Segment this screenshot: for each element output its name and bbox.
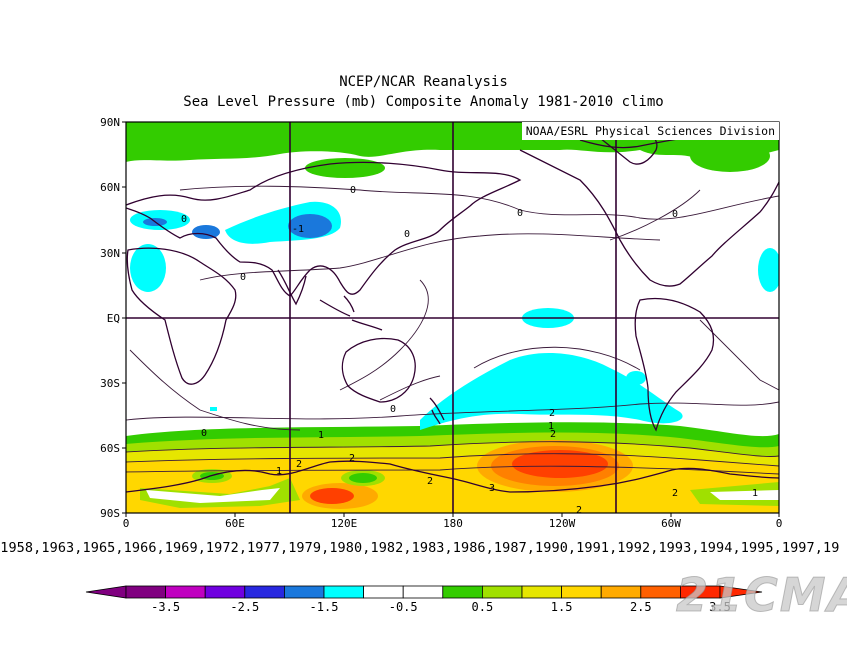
contour-label: 0 (181, 214, 187, 225)
lon-axis: 0 60E 120E 180 120W 60W 0 (123, 517, 783, 530)
colorbar-swatch (481, 585, 523, 599)
lon-label: 180 (443, 517, 463, 530)
colorbar-tick-label: 2.5 (630, 600, 652, 614)
lon-label: 120W (549, 517, 576, 530)
lat-label: 60N (100, 181, 120, 194)
credit-text: NOAA/ESRL Physical Sciences Division (526, 124, 775, 138)
colorbar-swatch (442, 585, 483, 599)
contour-label: 2 (576, 505, 582, 516)
colorbar-swatch (600, 585, 642, 599)
contour-lines (126, 185, 779, 475)
colorbar-swatch (323, 585, 364, 599)
contour-label: 2 (672, 488, 678, 499)
colorbar-swatch (363, 585, 404, 599)
title-line2: Sea Level Pressure (mb) Composite Anomal… (183, 94, 664, 110)
contour-label: 0 (350, 185, 356, 196)
colorbar: -3.5 -2.5 -1.5 -0.5 0.5 1.5 2.5 3.5 (85, 585, 763, 614)
colorbar-swatch (165, 585, 206, 599)
lat-label: EQ (107, 312, 120, 325)
graticule (126, 122, 779, 513)
high-red3 (310, 488, 354, 504)
colorbar-tick-label: -1.5 (310, 600, 339, 614)
coastlines (126, 127, 779, 493)
neg-southpac (420, 353, 683, 430)
watermark-logo: 21CMA (675, 568, 847, 623)
lon-label: 60E (225, 517, 245, 530)
colorbar-tick-label: 3.5 (709, 600, 731, 614)
composite-years: ,1958,1963,1965,1966,1969,1972,1977,1979… (0, 540, 840, 556)
contour-label: 0 (517, 208, 523, 219)
contour-label: 1 (548, 421, 554, 432)
colorbar-arrow-right (719, 585, 763, 599)
contour-label: 0 (201, 428, 207, 439)
contour-label: 0 (672, 209, 678, 220)
contour-label: 2 (349, 453, 355, 464)
lon-label: 0 (776, 517, 783, 530)
contour-label: -1 (292, 224, 304, 235)
contour-label: 2 (550, 429, 556, 440)
contour-label: 0 (404, 229, 410, 240)
title-line1: NCEP/NCAR Reanalysis (339, 74, 508, 90)
colorbar-swatch (204, 585, 246, 599)
lat-label: 90S (100, 507, 120, 520)
contour-labels: 0 0 0 0 0 0 -1 0 0 1 1 2 2 1 2 2 2 3 2 2… (181, 185, 758, 516)
colorbar-tick-label: 0.5 (472, 600, 494, 614)
credit-box (522, 122, 779, 140)
contour-label: 2 (427, 476, 433, 487)
colorbar-tick-label: -2.5 (230, 600, 259, 614)
lat-axis: 90N 60N 30N EQ 30S 60S 90S (100, 116, 120, 520)
contour-label: 1 (276, 466, 282, 477)
lat-label: 60S (100, 442, 120, 455)
colorbar-swatch (402, 585, 444, 599)
colorbar-arrow-left (85, 585, 127, 599)
contour-label: 3 (489, 483, 495, 494)
contour-label: 2 (296, 459, 302, 470)
lat-label: 90N (100, 116, 120, 129)
lat-label: 30S (100, 377, 120, 390)
colorbar-swatch (640, 585, 681, 599)
colorbar-swatch (283, 585, 325, 599)
high-red (512, 450, 608, 478)
colorbar-swatch (561, 585, 602, 599)
contour-label: 0 (240, 272, 246, 283)
colorbar-swatch (125, 585, 166, 599)
contour-label: 2 (549, 408, 555, 419)
colorbar-swatch (521, 585, 562, 599)
lon-label: 120E (331, 517, 358, 530)
colorbar-tick-label: -3.5 (151, 600, 180, 614)
colorbar-tick-label: 1.5 (551, 600, 573, 614)
contour-label: 1 (318, 430, 324, 441)
lat-label: 30N (100, 247, 120, 260)
lon-label: 0 (123, 517, 130, 530)
colorbar-tick-label: -0.5 (389, 600, 418, 614)
colorbar-swatch (244, 585, 285, 599)
contour-label: 1 (752, 488, 758, 499)
lon-label: 60W (661, 517, 681, 530)
contour-label: 0 (390, 404, 396, 415)
